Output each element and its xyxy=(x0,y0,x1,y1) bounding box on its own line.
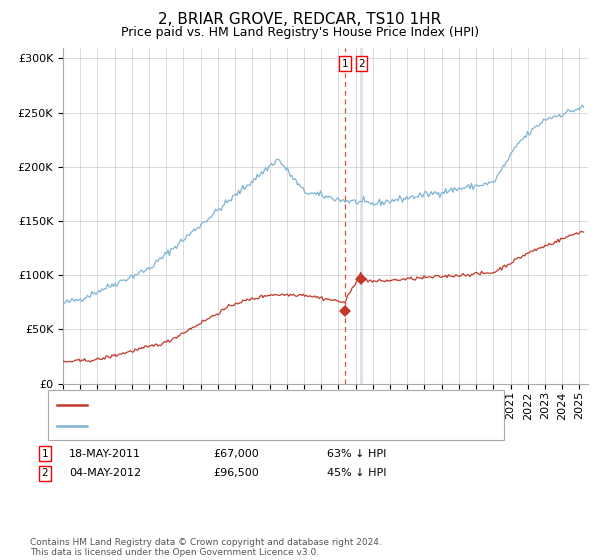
Text: £96,500: £96,500 xyxy=(213,468,259,478)
Text: 1: 1 xyxy=(41,449,49,459)
Text: 18-MAY-2011: 18-MAY-2011 xyxy=(69,449,141,459)
Text: Contains HM Land Registry data © Crown copyright and database right 2024.
This d: Contains HM Land Registry data © Crown c… xyxy=(30,538,382,557)
Text: £67,000: £67,000 xyxy=(213,449,259,459)
Text: 1: 1 xyxy=(341,59,348,69)
Text: 2: 2 xyxy=(358,59,365,69)
Text: Price paid vs. HM Land Registry's House Price Index (HPI): Price paid vs. HM Land Registry's House … xyxy=(121,26,479,39)
Text: 2, BRIAR GROVE, REDCAR, TS10 1HR (detached house): 2, BRIAR GROVE, REDCAR, TS10 1HR (detach… xyxy=(93,400,395,410)
Text: 04-MAY-2012: 04-MAY-2012 xyxy=(69,468,141,478)
Text: 2: 2 xyxy=(41,468,49,478)
Text: 45% ↓ HPI: 45% ↓ HPI xyxy=(327,468,386,478)
Text: 63% ↓ HPI: 63% ↓ HPI xyxy=(327,449,386,459)
Text: 2, BRIAR GROVE, REDCAR, TS10 1HR: 2, BRIAR GROVE, REDCAR, TS10 1HR xyxy=(158,12,442,27)
Text: HPI: Average price, detached house, Redcar and Cleveland: HPI: Average price, detached house, Redc… xyxy=(93,421,415,431)
